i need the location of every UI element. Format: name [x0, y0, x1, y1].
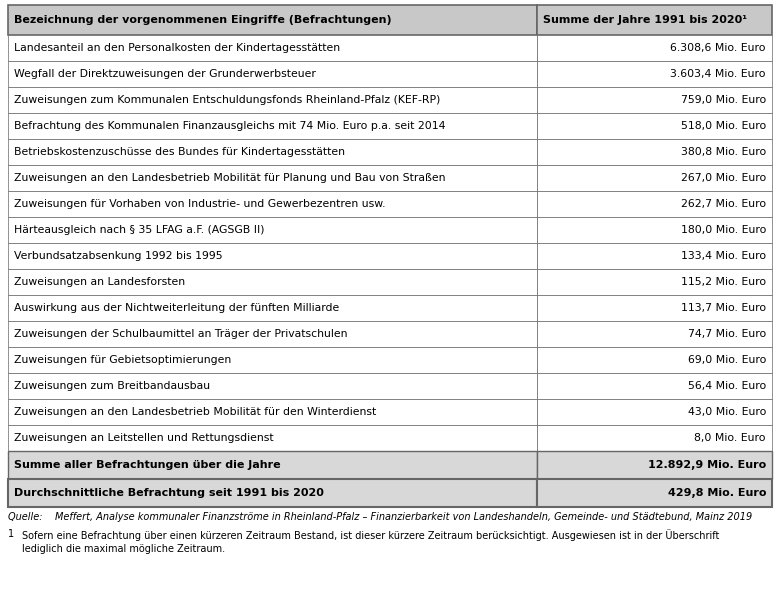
Bar [537, 87, 772, 113]
Bar [537, 399, 772, 425]
Bar [8, 61, 537, 87]
Text: Summe der Jahre 1991 bis 2020¹: Summe der Jahre 1991 bis 2020¹ [543, 15, 747, 25]
Text: Zuweisungen zum Breitbandausbau: Zuweisungen zum Breitbandausbau [14, 381, 210, 391]
Text: 180,0 Mio. Euro: 180,0 Mio. Euro [681, 225, 766, 235]
Text: 115,2 Mio. Euro: 115,2 Mio. Euro [681, 277, 766, 287]
Text: 74,7 Mio. Euro: 74,7 Mio. Euro [688, 329, 766, 339]
Bar [537, 191, 772, 217]
Text: Landesanteil an den Personalkosten der Kindertagesstätten: Landesanteil an den Personalkosten der K… [14, 43, 340, 53]
Text: Summe aller Befrachtungen über die Jahre: Summe aller Befrachtungen über die Jahre [14, 460, 281, 470]
Bar [537, 113, 772, 139]
Text: 3.603,4 Mio. Euro: 3.603,4 Mio. Euro [671, 69, 766, 79]
Text: Befrachtung des Kommunalen Finanzausgleichs mit 74 Mio. Euro p.a. seit 2014: Befrachtung des Kommunalen Finanzausglei… [14, 121, 445, 131]
Text: 69,0 Mio. Euro: 69,0 Mio. Euro [688, 355, 766, 365]
Bar [537, 425, 772, 451]
Bar [537, 243, 772, 269]
Text: 429,8 Mio. Euro: 429,8 Mio. Euro [668, 488, 766, 498]
Text: Zuweisungen für Vorhaben von Industrie- und Gewerbezentren usw.: Zuweisungen für Vorhaben von Industrie- … [14, 199, 385, 209]
Bar [8, 87, 537, 113]
Text: 12.892,9 Mio. Euro: 12.892,9 Mio. Euro [647, 460, 766, 470]
Text: Bezeichnung der vorgenommenen Eingriffe (Befrachtungen): Bezeichnung der vorgenommenen Eingriffe … [14, 15, 392, 25]
Bar [8, 425, 537, 451]
Bar [8, 113, 537, 139]
Bar [8, 191, 537, 217]
Text: 1: 1 [8, 529, 14, 539]
Text: Zuweisungen für Gebietsoptimierungen: Zuweisungen für Gebietsoptimierungen [14, 355, 231, 365]
Text: Zuweisungen an Leitstellen und Rettungsdienst: Zuweisungen an Leitstellen und Rettungsd… [14, 433, 274, 443]
Bar [8, 217, 537, 243]
Text: 8,0 Mio. Euro: 8,0 Mio. Euro [694, 433, 766, 443]
Bar [537, 373, 772, 399]
Text: 267,0 Mio. Euro: 267,0 Mio. Euro [681, 173, 766, 183]
Bar [537, 295, 772, 321]
Text: Betriebskostenzuschüsse des Bundes für Kindertagesstätten: Betriebskostenzuschüsse des Bundes für K… [14, 147, 345, 157]
Bar [8, 139, 537, 165]
Text: 133,4 Mio. Euro: 133,4 Mio. Euro [681, 251, 766, 261]
Text: 759,0 Mio. Euro: 759,0 Mio. Euro [681, 95, 766, 105]
Bar [537, 347, 772, 373]
Text: Auswirkung aus der Nichtweiterleitung der fünften Milliarde: Auswirkung aus der Nichtweiterleitung de… [14, 303, 339, 313]
Text: Verbundsatzabsenkung 1992 bis 1995: Verbundsatzabsenkung 1992 bis 1995 [14, 251, 222, 261]
Bar [8, 479, 537, 507]
Bar [537, 5, 772, 35]
Bar [8, 165, 537, 191]
Text: Zuweisungen an den Landesbetrieb Mobilität für Planung und Bau von Straßen: Zuweisungen an den Landesbetrieb Mobilit… [14, 173, 445, 183]
Bar [537, 139, 772, 165]
Bar [8, 321, 537, 347]
Text: 43,0 Mio. Euro: 43,0 Mio. Euro [688, 407, 766, 417]
Bar [8, 295, 537, 321]
Bar [8, 243, 537, 269]
Text: 262,7 Mio. Euro: 262,7 Mio. Euro [681, 199, 766, 209]
Bar [8, 373, 537, 399]
Text: 6.308,6 Mio. Euro: 6.308,6 Mio. Euro [671, 43, 766, 53]
Bar [537, 35, 772, 61]
Text: 518,0 Mio. Euro: 518,0 Mio. Euro [681, 121, 766, 131]
Text: Quelle:    Meffert, Analyse kommunaler Finanzströme in Rheinland-Pfalz – Finanzi: Quelle: Meffert, Analyse kommunaler Fina… [8, 512, 752, 522]
Text: 113,7 Mio. Euro: 113,7 Mio. Euro [681, 303, 766, 313]
Bar [8, 35, 537, 61]
Text: Zuweisungen an den Landesbetrieb Mobilität für den Winterdienst: Zuweisungen an den Landesbetrieb Mobilit… [14, 407, 376, 417]
Bar [537, 451, 772, 479]
Bar [8, 5, 537, 35]
Text: 56,4 Mio. Euro: 56,4 Mio. Euro [688, 381, 766, 391]
Bar [8, 399, 537, 425]
Text: Härteausgleich nach § 35 LFAG a.F. (AGSGB II): Härteausgleich nach § 35 LFAG a.F. (AGSG… [14, 225, 264, 235]
Bar [537, 479, 772, 507]
Bar [537, 321, 772, 347]
Text: Zuweisungen zum Kommunalen Entschuldungsfonds Rheinland-Pfalz (KEF-RP): Zuweisungen zum Kommunalen Entschuldungs… [14, 95, 441, 105]
Bar [537, 269, 772, 295]
Text: Zuweisungen an Landesforsten: Zuweisungen an Landesforsten [14, 277, 185, 287]
Text: Zuweisungen der Schulbaumittel an Träger der Privatschulen: Zuweisungen der Schulbaumittel an Träger… [14, 329, 348, 339]
Text: Durchschnittliche Befrachtung seit 1991 bis 2020: Durchschnittliche Befrachtung seit 1991 … [14, 488, 324, 498]
Text: Wegfall der Direktzuweisungen der Grunderwerbsteuer: Wegfall der Direktzuweisungen der Grunde… [14, 69, 316, 79]
Bar [537, 61, 772, 87]
Bar [537, 217, 772, 243]
Bar [8, 269, 537, 295]
Text: Sofern eine Befrachtung über einen kürzeren Zeitraum Bestand, ist dieser kürzere: Sofern eine Befrachtung über einen kürze… [22, 529, 719, 554]
Bar [537, 165, 772, 191]
Text: 380,8 Mio. Euro: 380,8 Mio. Euro [681, 147, 766, 157]
Bar [8, 451, 537, 479]
Bar [8, 347, 537, 373]
